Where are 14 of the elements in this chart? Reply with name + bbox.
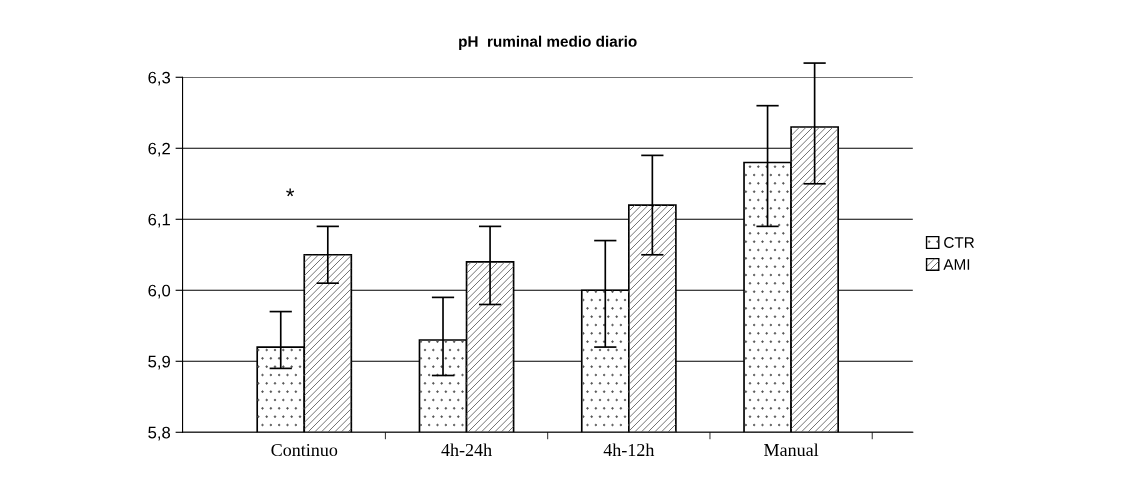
chart-title: pH ruminal medio diario [459, 35, 637, 50]
x-tick-label: 4h-24h [441, 443, 492, 456]
y-tick-label: 6,0 [148, 284, 171, 299]
y-tick-label: 5,9 [148, 355, 170, 370]
x-tick-label: 4h-12h [603, 443, 655, 456]
y-tick-label: 6,2 [148, 142, 170, 157]
y-tick-label: 5,8 [148, 426, 171, 441]
annotation: * [286, 188, 295, 197]
legend-label: AMI [943, 259, 970, 270]
y-tick-label: 6,3 [148, 71, 171, 86]
legend-label: CTR [944, 237, 975, 248]
x-tick-label: Continuo [271, 443, 338, 457]
y-tick-label: 6,1 [148, 213, 170, 228]
x-tick-label: Manual [764, 443, 819, 457]
